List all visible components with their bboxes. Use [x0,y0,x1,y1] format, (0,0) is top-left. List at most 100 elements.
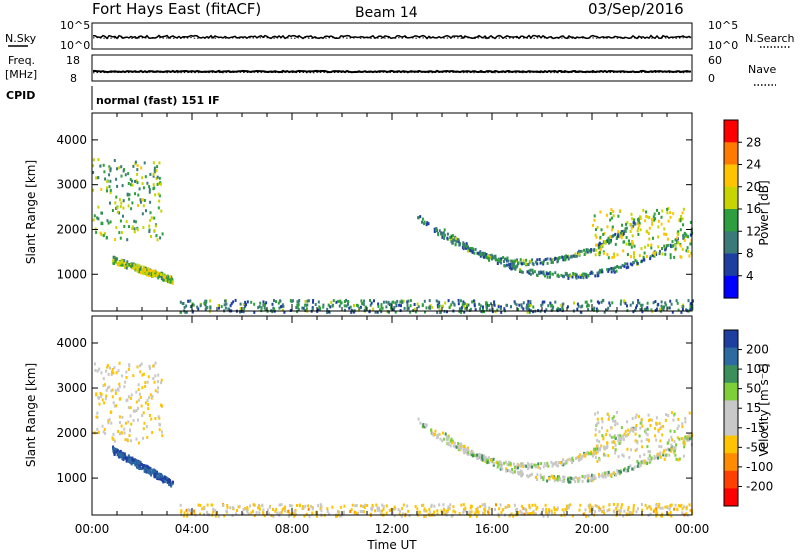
scatter-cell [648,419,650,423]
scatter-cell [574,272,577,276]
scatter-cell [678,437,681,441]
scatter-cell [345,304,348,308]
scatter-cell [671,438,674,442]
scatter-cell [453,302,456,306]
scatter-cell [184,310,187,314]
scatter-cell [610,472,613,476]
scatter-cell [302,505,304,509]
scatter-cell [127,367,130,371]
scatter-cell [135,400,138,404]
scatter-cell [618,472,621,476]
scatter-cell [670,514,673,518]
scatter-cell [381,509,383,513]
scatter-cell [137,465,139,469]
scatter-cell [682,235,685,239]
scatter-cell [534,503,537,507]
scatter-cell [514,266,516,270]
scatter-cell [618,209,621,213]
scatter-cell [262,508,265,512]
scatter-cell [378,509,381,513]
scatter-cell [628,242,631,246]
scatter-cell [550,304,553,308]
scatter-cell [598,508,601,512]
scatter-cell [209,306,212,310]
scatter-cell [465,244,468,248]
scatter-cell [680,503,683,507]
scatter-cell [147,273,150,277]
scatter-cell [531,268,534,272]
scatter-cell [261,504,264,508]
scatter-cell [612,266,615,270]
scatter-cell [156,390,159,394]
scatter-cell [499,503,502,507]
scatter-cell [161,434,164,438]
scatter-cell [553,506,556,510]
freq-right-tick-top: 60 [708,54,722,67]
scatter-cell [304,300,307,303]
scatter-cell [598,472,600,476]
scatter-cell [154,469,157,473]
scatter-cell [463,310,466,314]
scatter-cell [555,463,558,467]
scatter-cell [106,180,109,184]
scatter-cell [632,260,635,264]
scatter-cell [452,238,455,242]
scatter-cell [149,269,152,273]
scatter-cell [586,248,589,252]
x-tick-label: 00:00 [75,522,110,536]
scatter-cell [564,258,567,262]
scatter-cell [95,415,98,419]
scatter-cell [632,468,635,472]
scatter-cell [220,305,223,309]
scatter-cell [666,211,669,215]
scatter-cell [402,503,405,507]
scatter-cell [640,303,643,307]
scatter-cell [689,220,692,224]
scatter-cell [682,305,685,309]
scatter-cell [114,389,117,392]
colorbar-segment [724,330,738,349]
freq-right-tick-bottom: 0 [708,72,715,85]
scatter-cell [668,448,671,452]
scatter-cell [647,243,650,247]
scatter-cell [112,432,115,436]
scatter-cell [619,234,622,238]
scatter-cell [110,410,113,414]
scatter-cell [558,256,561,260]
scatter-cell [614,448,617,452]
scatter-cell [199,304,202,308]
scatter-cell [512,265,515,269]
scatter-cell [655,514,658,518]
scatter-cell [657,428,660,432]
scatter-cell [571,514,574,518]
scatter-cell [131,179,133,183]
scatter-cell [117,450,120,454]
scatter-cell [594,233,597,237]
scatter-cell [246,300,249,304]
scatter-cell [327,310,330,314]
scatter-cell [660,445,663,449]
y-tick-label: 2000 [56,426,87,440]
scatter-cell [196,305,199,309]
scatter-cell [124,380,127,384]
scatter-cell [147,403,150,407]
scatter-cell [601,270,603,274]
x-tick-label: 20:00 [575,522,610,536]
scatter-cell [151,431,154,434]
scatter-cell [439,437,442,441]
scatter-cell [117,453,120,457]
colorbar-segment [724,142,738,166]
scatter-cell [377,302,380,306]
scatter-cell [288,512,291,516]
scatter-cell [418,510,421,514]
scatter-cell [512,462,515,466]
scatter-cell [157,276,160,280]
scatter-cell [591,473,593,477]
scatter-cell [608,508,611,512]
scatter-cell [608,301,611,305]
scatter-cell [123,431,126,435]
scatter-cell [125,220,128,224]
scatter-cell [609,212,612,215]
scatter-cell [646,301,649,305]
scatter-cell [370,507,373,511]
